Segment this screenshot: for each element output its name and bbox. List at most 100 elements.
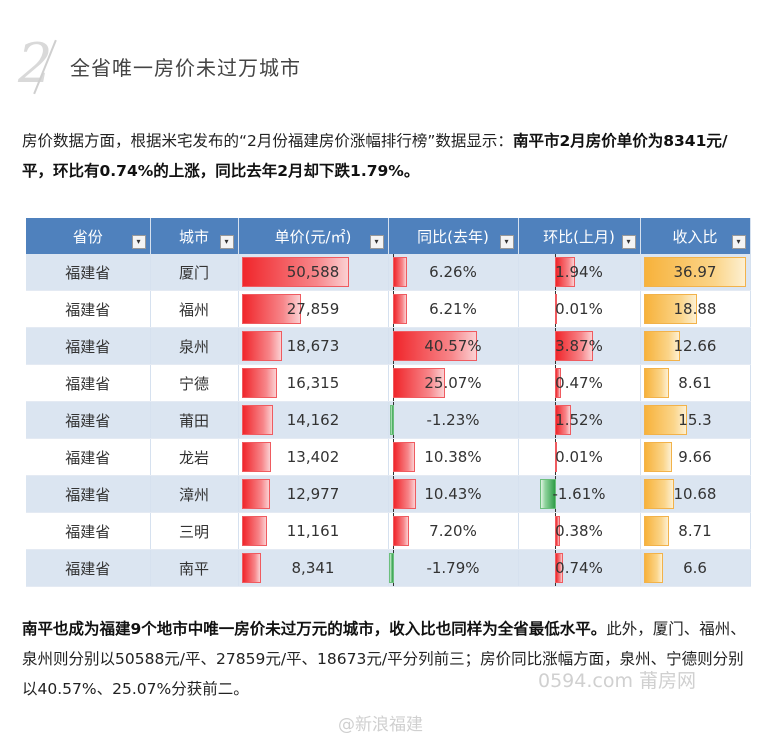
table-row: 福建省 龙岩 13,402 10.38% 0.01% 9.66 <box>26 438 751 476</box>
cell-city: 三明 <box>150 512 239 550</box>
cell-city: 宁德 <box>150 364 239 402</box>
cell-price-value: 50,588 <box>286 263 340 281</box>
ratio-bar <box>643 368 669 398</box>
cell-city: 南平 <box>150 549 239 587</box>
cell-yoy: 10.43% <box>388 475 519 513</box>
cell-price-value: 14,162 <box>286 411 340 429</box>
dropdown-icon[interactable]: ▾ <box>499 235 514 249</box>
cell-province: 福建省 <box>26 475 151 513</box>
ratio-bar <box>643 479 675 509</box>
dropdown-icon[interactable]: ▾ <box>369 235 384 249</box>
header-price[interactable]: 单价(元/㎡) ▾ <box>238 218 389 254</box>
cell-province-value: 福建省 <box>65 374 111 393</box>
cell-price: 11,161 <box>238 512 389 550</box>
table-row: 福建省 南平 8,341 -1.79% 0.74% 6.6 <box>26 549 751 587</box>
cell-yoy-value: 6.21% <box>429 300 477 318</box>
change-bar <box>392 479 416 509</box>
header-city[interactable]: 城市 ▾ <box>150 218 239 254</box>
cell-mom: -1.61% <box>518 475 641 513</box>
header-yoy[interactable]: 同比(去年) ▾ <box>388 218 519 254</box>
header-ratio[interactable]: 收入比 ▾ <box>640 218 751 254</box>
cell-price-value: 12,977 <box>286 485 340 503</box>
change-bar <box>554 405 571 435</box>
intro-paragraph: 房价数据方面，根据米宅发布的“2月份福建房价涨幅排行榜”数据显示：南平市2月房价… <box>22 126 752 186</box>
cell-province: 福建省 <box>26 549 151 587</box>
cell-mom-value: 1.52% <box>555 411 603 429</box>
change-bar <box>392 516 410 546</box>
cell-price-value: 16,315 <box>286 374 340 392</box>
ratio-bar <box>643 257 746 287</box>
section-title: 全省唯一房价未过万城市 <box>70 56 301 80</box>
cell-city-value: 泉州 <box>178 337 209 356</box>
cell-ratio: 8.71 <box>640 512 751 550</box>
cell-price: 50,588 <box>238 254 389 291</box>
cell-ratio: 9.66 <box>640 438 751 476</box>
change-bar <box>539 479 557 509</box>
change-bar <box>388 553 395 583</box>
cell-mom-value: 0.01% <box>555 300 603 318</box>
header-mom[interactable]: 环比(上月) ▾ <box>518 218 641 254</box>
cell-city-value: 漳州 <box>178 485 209 504</box>
price-bar <box>241 516 267 546</box>
dropdown-icon[interactable]: ▾ <box>219 235 234 249</box>
site-watermark: 0594.com 莆房网 <box>538 670 697 692</box>
cell-yoy-value: -1.79% <box>426 559 480 577</box>
cell-price: 13,402 <box>238 438 389 476</box>
change-bar <box>554 516 561 546</box>
change-bar <box>554 442 557 472</box>
ratio-bar <box>643 294 697 324</box>
cell-ratio: 10.68 <box>640 475 751 513</box>
cell-yoy-value: 10.38% <box>424 448 482 466</box>
cell-price-value: 27,859 <box>286 300 340 318</box>
cell-price-value: 11,161 <box>286 522 340 540</box>
cell-province: 福建省 <box>26 401 151 439</box>
cell-mom-value: 0.38% <box>555 522 603 540</box>
cell-province-value: 福建省 <box>65 300 111 319</box>
cell-yoy: 25.07% <box>388 364 519 402</box>
price-bar <box>241 368 278 398</box>
cell-city: 莆田 <box>150 401 239 439</box>
cell-ratio-value: 9.66 <box>678 448 712 466</box>
dropdown-icon[interactable]: ▾ <box>731 235 746 249</box>
price-bar <box>241 294 302 324</box>
cell-yoy: 7.20% <box>388 512 519 550</box>
cell-yoy: 6.21% <box>388 290 519 328</box>
cell-province: 福建省 <box>26 327 151 365</box>
ratio-bar <box>643 553 664 583</box>
cell-yoy-value: 10.43% <box>424 485 482 503</box>
cell-province-value: 福建省 <box>65 263 111 282</box>
price-bar <box>241 405 273 435</box>
cell-yoy: -1.79% <box>388 549 519 587</box>
cell-price-value: 18,673 <box>286 337 340 355</box>
ratio-bar <box>643 516 670 546</box>
cell-city-value: 三明 <box>178 522 209 541</box>
cell-mom: 0.01% <box>518 438 641 476</box>
cell-ratio-value: 10.68 <box>673 485 717 503</box>
table-row: 福建省 三明 11,161 7.20% 0.38% 8.71 <box>26 512 751 550</box>
table-row: 福建省 厦门 50,588 6.26% 1.94% 36.97 <box>26 254 751 291</box>
cell-yoy: 40.57% <box>388 327 519 365</box>
change-bar <box>392 331 477 361</box>
cell-city-value: 福州 <box>178 300 209 319</box>
cell-ratio: 18.88 <box>640 290 751 328</box>
filter-active-icon[interactable]: ▾ <box>131 235 146 249</box>
cell-ratio: 12.66 <box>640 327 751 365</box>
cell-province-value: 福建省 <box>65 559 111 578</box>
table-row: 福建省 泉州 18,673 40.57% 3.87% 12.66 <box>26 327 751 365</box>
outro-text: 此外，厦门、福州、泉州则分别以50588元/平、27859元/平、18673元/… <box>22 620 746 698</box>
weibo-watermark: @新浪福建 <box>338 715 423 735</box>
table-row: 福建省 漳州 12,977 10.43% -1.61% 10.68 <box>26 475 751 513</box>
change-bar <box>554 257 575 287</box>
cell-city: 泉州 <box>150 327 239 365</box>
header-province[interactable]: 省份 ▾ <box>26 218 151 254</box>
section-header: 2 全省唯一房价未过万城市 <box>18 34 738 95</box>
outro-paragraph: 南平也成为福建9个地市中唯一房价未过万元的城市，收入比也同样为全省最低水平。此外… <box>22 614 752 704</box>
outro-highlight: 南平也成为福建9个地市中唯一房价未过万元的城市，收入比也同样为全省最低水平。 <box>22 620 607 638</box>
cell-city-value: 南平 <box>178 559 209 578</box>
change-bar <box>392 442 416 472</box>
change-bar <box>554 368 561 398</box>
cell-city-value: 宁德 <box>178 374 209 393</box>
cell-city-value: 莆田 <box>178 411 209 430</box>
cell-mom-value: 0.74% <box>555 559 603 577</box>
dropdown-icon[interactable]: ▾ <box>621 235 636 249</box>
